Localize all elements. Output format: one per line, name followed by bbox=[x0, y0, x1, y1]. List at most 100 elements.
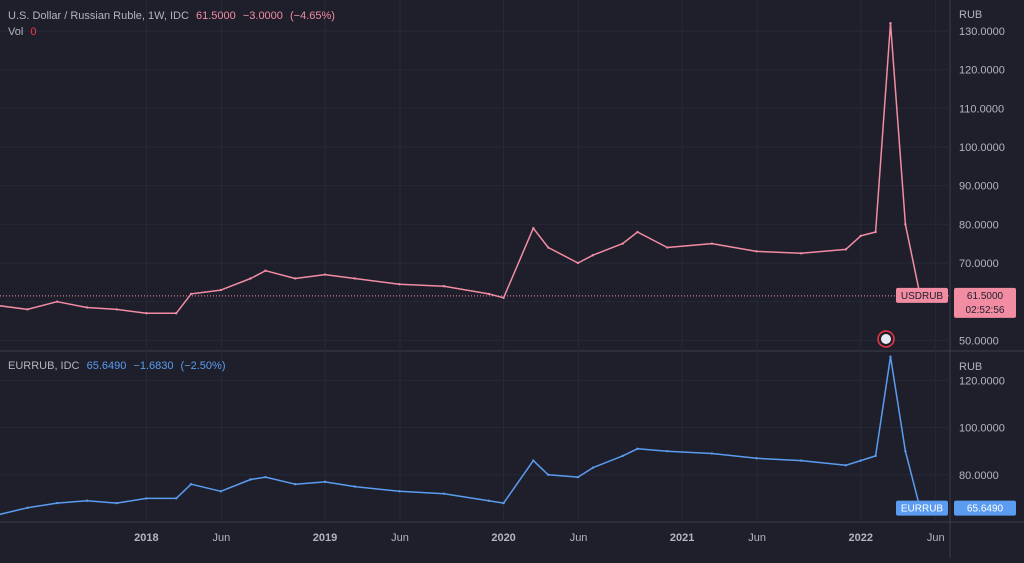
eurrub-data-point bbox=[755, 457, 758, 460]
usdrub-data-point bbox=[487, 292, 490, 296]
usdrub-data-point bbox=[55, 300, 59, 303]
eurrub-data-point bbox=[547, 473, 550, 476]
eurrub-data-point bbox=[621, 454, 624, 458]
eurrub-data-point bbox=[591, 466, 595, 469]
bottom-change: −1.6830 bbox=[133, 360, 174, 372]
top-change: −3.0000 bbox=[242, 10, 283, 22]
usdrub-data-point bbox=[591, 254, 595, 257]
usdrub-data-point bbox=[442, 284, 446, 288]
bottom-last-value: 65.6490 bbox=[86, 360, 127, 372]
usdrub-data-point bbox=[666, 246, 669, 249]
usdrub-countdown: 02:52:56 bbox=[966, 305, 1005, 316]
eurrub-data-point bbox=[636, 447, 639, 451]
usdrub-symbol-tag bbox=[896, 287, 948, 303]
usdrub-price-tick: 120.0000 bbox=[959, 65, 1005, 77]
eurrub-data-point bbox=[294, 483, 297, 486]
eurrub-data-point bbox=[844, 464, 848, 467]
eurrub-data-point bbox=[889, 355, 892, 358]
eurrub-price-tag bbox=[954, 500, 1016, 516]
usdrub-data-point bbox=[26, 308, 29, 311]
usdrub-axis-unit: RUB bbox=[959, 9, 982, 21]
usdrub-data-point bbox=[174, 312, 178, 315]
time-tick-label: Jun bbox=[391, 532, 409, 544]
news-flag-icon[interactable] bbox=[877, 330, 895, 348]
eurrub-data-point bbox=[249, 478, 252, 481]
time-tick-label: 2018 bbox=[134, 532, 158, 544]
usdrub-price-tag bbox=[954, 287, 1016, 318]
top-legend: U.S. Dollar / Russian Ruble, 1W, IDC 61.… bbox=[8, 10, 339, 22]
eurrub-data-point bbox=[353, 485, 356, 488]
usdrub-data-point bbox=[859, 234, 862, 238]
eurrub-symbol-tag-text: EURRUB bbox=[901, 504, 944, 515]
top-symbol-title[interactable]: U.S. Dollar / Russian Ruble, 1W, IDC bbox=[8, 10, 189, 22]
eurrub-axis-unit: RUB bbox=[959, 361, 982, 373]
eurrub-data-point bbox=[442, 492, 446, 495]
usdrub-data-point bbox=[576, 261, 580, 265]
usdrub-data-point bbox=[294, 277, 297, 280]
usdrub-data-point bbox=[904, 223, 907, 226]
usdrub-data-point bbox=[398, 283, 401, 286]
eurrub-data-point bbox=[576, 475, 580, 479]
usdrub-data-point bbox=[889, 22, 892, 25]
eurrub-price-tick: 120.0000 bbox=[959, 375, 1005, 387]
usdrub-data-point bbox=[874, 230, 877, 234]
time-tick-label: Jun bbox=[213, 532, 231, 544]
eurrub-data-point bbox=[85, 499, 89, 502]
usdrub-data-point bbox=[249, 277, 252, 280]
eurrub-data-point bbox=[115, 501, 118, 505]
vol-value: 0 bbox=[30, 26, 37, 38]
bottom-symbol-title[interactable]: EURRUB, IDC bbox=[8, 360, 80, 372]
time-tick-label: 2022 bbox=[848, 532, 872, 544]
eurrub-price-tick: 80.0000 bbox=[959, 470, 999, 482]
time-tick-label: 2021 bbox=[670, 532, 694, 544]
eurrub-data-point bbox=[323, 480, 327, 484]
eurrub-data-point bbox=[264, 475, 267, 479]
usdrub-price-tick: 70.0000 bbox=[959, 258, 999, 270]
bottom-change-pct: (−2.50%) bbox=[180, 360, 226, 372]
usdrub-data-point bbox=[219, 288, 223, 292]
usdrub-price-tick: 50.0000 bbox=[959, 335, 999, 347]
usdrub-data-point bbox=[115, 308, 118, 311]
usdrub-price-tick: 130.0000 bbox=[959, 26, 1005, 38]
eurrub-data-point bbox=[145, 497, 148, 500]
eurrub-data-point bbox=[710, 452, 714, 455]
usdrub-data-point bbox=[264, 269, 267, 272]
eurrub-data-point bbox=[219, 490, 223, 493]
eurrub-price-tag-value: 65.6490 bbox=[967, 504, 1004, 515]
eurrub-data-point bbox=[174, 497, 178, 500]
top-change-pct: (−4.65%) bbox=[289, 10, 335, 22]
time-tick-label: Jun bbox=[927, 532, 945, 544]
eurrub-data-point bbox=[502, 501, 505, 505]
eurrub-series-line bbox=[0, 355, 921, 516]
eurrub-data-point bbox=[874, 454, 877, 458]
usdrub-data-point bbox=[189, 292, 193, 296]
eurrub-data-point bbox=[666, 449, 669, 453]
usdrub-price-tag-value: 61.5000 bbox=[967, 291, 1004, 302]
usdrub-data-point bbox=[323, 273, 327, 276]
top-last-value: 61.5000 bbox=[196, 10, 236, 22]
time-tick-label: 2019 bbox=[313, 532, 337, 544]
time-tick-label: 2020 bbox=[491, 532, 515, 544]
usdrub-data-point bbox=[547, 246, 550, 249]
usdrub-data-point bbox=[353, 277, 356, 280]
usdrub-data-point bbox=[799, 252, 803, 255]
usdrub-data-point bbox=[710, 242, 714, 245]
usdrub-symbol-tag-text: USDRUB bbox=[901, 291, 944, 302]
usdrub-data-point bbox=[844, 248, 848, 251]
eurrub-data-point bbox=[398, 490, 401, 493]
eurrub-data-point bbox=[189, 483, 193, 486]
usdrub-data-point bbox=[145, 312, 148, 315]
usdrub-price-tick: 80.0000 bbox=[959, 219, 999, 231]
eurrub-data-point bbox=[487, 499, 490, 502]
usdrub-series-line bbox=[0, 22, 921, 315]
usdrub-price-tick: 100.0000 bbox=[959, 142, 1005, 154]
usdrub-data-point bbox=[502, 296, 505, 299]
time-tick-label: Jun bbox=[570, 532, 588, 544]
vol-label[interactable]: Vol bbox=[8, 26, 24, 38]
eurrub-data-point bbox=[532, 459, 535, 462]
time-tick-label: Jun bbox=[748, 532, 766, 544]
usdrub-price-tick: 110.0000 bbox=[959, 103, 1004, 115]
eurrub-symbol-tag bbox=[896, 500, 948, 516]
